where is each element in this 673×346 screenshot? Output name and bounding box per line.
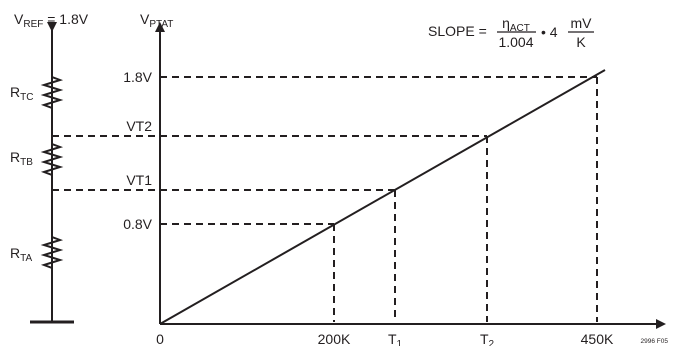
- ptat-graph: VPTAT 1.8V VT2 VT1 0.8V 0 200K T1 T2 450…: [123, 11, 668, 346]
- y-tick-vt2: VT2: [126, 118, 152, 134]
- ptat-line: [159, 69, 606, 325]
- x-tick-t2: T2: [480, 331, 495, 346]
- x-tick-200k: 200K: [318, 331, 351, 346]
- resistor-divider: VREF = 1.8V RTC RTB RTA: [10, 11, 89, 324]
- rta-label: RTA: [10, 245, 32, 264]
- resistor-rtc: [40, 73, 64, 112]
- slope-numerator: ηACT: [502, 15, 530, 34]
- x-tick-t1: T1: [388, 331, 403, 346]
- resistor-rtb: [40, 140, 64, 179]
- slope-unit-den: K: [576, 34, 586, 50]
- y-tick-1-8v: 1.8V: [123, 69, 152, 85]
- y-tick-vt1: VT1: [126, 172, 152, 188]
- x-tick-450k: 450K: [581, 331, 614, 346]
- slope-denominator: 1.004: [498, 34, 533, 50]
- rtc-label: RTC: [10, 84, 33, 103]
- resistor-rta: [40, 233, 64, 272]
- slope-formula: SLOPE = ηACT 1.004 • 4 mV K: [428, 15, 594, 50]
- y-axis-title: VPTAT: [140, 11, 173, 30]
- rtb-label: RTB: [10, 149, 33, 168]
- y-tick-0-8v: 0.8V: [123, 216, 152, 232]
- slope-unit-num: mV: [571, 15, 593, 31]
- vref-label: VREF = 1.8V: [14, 11, 89, 30]
- slope-lhs: SLOPE =: [428, 23, 487, 39]
- figure-id: 2996 F05: [641, 338, 669, 345]
- origin-label: 0: [156, 331, 164, 346]
- slope-multiplier: • 4: [541, 24, 558, 40]
